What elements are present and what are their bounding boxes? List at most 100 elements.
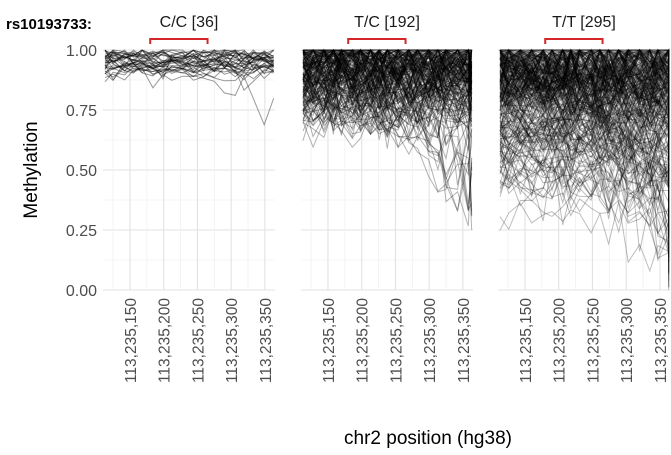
sample-line bbox=[302, 48, 473, 105]
sample-line bbox=[302, 69, 472, 136]
sample-line bbox=[302, 49, 473, 96]
sample-line bbox=[302, 66, 473, 109]
sample-line bbox=[499, 100, 670, 168]
sample-line bbox=[499, 74, 670, 144]
sample-line bbox=[499, 82, 670, 142]
sample-line bbox=[302, 48, 473, 135]
sample-line bbox=[302, 49, 473, 87]
sample-line bbox=[104, 54, 274, 80]
sample-line bbox=[499, 76, 670, 130]
sample-line bbox=[499, 78, 670, 144]
sample-line bbox=[302, 49, 473, 83]
sample-line bbox=[499, 48, 670, 103]
sample-line bbox=[499, 50, 670, 101]
sample-line bbox=[104, 49, 274, 72]
sample-line bbox=[302, 49, 472, 78]
sample-line bbox=[499, 69, 670, 130]
sample-line bbox=[499, 48, 670, 84]
sample-line bbox=[302, 52, 473, 110]
sample-line bbox=[499, 78, 670, 122]
sample-line bbox=[499, 63, 670, 108]
sample-line bbox=[302, 49, 473, 98]
sample-line bbox=[499, 82, 670, 136]
sample-line bbox=[302, 97, 473, 217]
sample-line bbox=[302, 48, 473, 96]
sample-line bbox=[499, 79, 670, 117]
x-tick-label: 113,235,250 bbox=[190, 298, 207, 383]
sample-line bbox=[499, 63, 670, 105]
sample-line bbox=[499, 95, 670, 138]
sample-line bbox=[302, 48, 473, 84]
sample-line bbox=[499, 48, 670, 75]
sample-line bbox=[499, 48, 669, 80]
sample-line bbox=[499, 117, 670, 160]
sample-line bbox=[302, 89, 472, 130]
x-tick-label: 113,235,300 bbox=[619, 298, 636, 383]
sample-line bbox=[499, 48, 670, 87]
sample-line bbox=[499, 59, 670, 139]
sample-line bbox=[499, 118, 670, 152]
sample-line bbox=[302, 49, 472, 109]
sample-line bbox=[302, 50, 473, 114]
x-tick-label: 113,235,350 bbox=[258, 298, 275, 383]
sample-line bbox=[302, 49, 473, 89]
sample-line bbox=[500, 49, 669, 76]
sample-line bbox=[302, 49, 472, 104]
sample-line bbox=[302, 90, 472, 136]
sample-line bbox=[104, 60, 275, 83]
sample-line bbox=[499, 48, 670, 100]
sample-line bbox=[499, 71, 670, 121]
sample-line bbox=[499, 59, 670, 125]
sample-line bbox=[302, 49, 473, 79]
sample-line bbox=[499, 107, 670, 171]
sample-line bbox=[499, 201, 670, 273]
sample-line bbox=[499, 118, 670, 155]
y-axis-title: Methylation bbox=[21, 121, 42, 218]
x-tick-label: 113,235,250 bbox=[585, 298, 602, 383]
x-tick-label: 113,235,350 bbox=[653, 298, 670, 383]
sample-line bbox=[500, 49, 670, 78]
sample-line bbox=[302, 49, 473, 99]
y-tick-label: 0.00 bbox=[66, 283, 97, 300]
sample-line bbox=[302, 48, 472, 99]
sample-line bbox=[499, 76, 670, 141]
sample-line bbox=[499, 106, 670, 144]
sample-line bbox=[302, 57, 473, 118]
sample-line bbox=[500, 49, 669, 82]
sample-line bbox=[499, 60, 670, 100]
x-tick-label: 113,235,350 bbox=[456, 298, 473, 383]
sample-line bbox=[302, 57, 473, 110]
sample-line bbox=[499, 113, 670, 167]
sample-line bbox=[499, 48, 670, 86]
sample-line bbox=[499, 70, 670, 125]
sample-line bbox=[302, 48, 472, 89]
sample-line bbox=[499, 48, 670, 106]
sample-line bbox=[499, 74, 670, 121]
sample-line bbox=[499, 49, 670, 110]
sample-line bbox=[302, 48, 473, 84]
sample-line bbox=[302, 87, 473, 156]
sample-line bbox=[499, 86, 670, 136]
sample-line bbox=[302, 48, 473, 102]
sample-line bbox=[499, 114, 670, 252]
sample-line bbox=[302, 74, 473, 131]
x-tick-label: 113,235,300 bbox=[422, 298, 439, 383]
sample-line bbox=[499, 105, 670, 160]
sample-line bbox=[303, 48, 473, 89]
sample-line bbox=[104, 50, 274, 69]
sample-line bbox=[499, 49, 669, 65]
sample-line bbox=[302, 49, 472, 98]
sample-line bbox=[499, 48, 670, 82]
sample-line bbox=[302, 49, 473, 98]
sample-line bbox=[499, 48, 669, 79]
sample-line bbox=[302, 49, 473, 87]
sample-line bbox=[104, 52, 275, 72]
sample-line bbox=[302, 83, 473, 142]
sample-line bbox=[499, 50, 670, 91]
sample-line bbox=[302, 48, 473, 77]
sample-line bbox=[302, 49, 472, 112]
sample-line bbox=[302, 49, 473, 73]
sample-line bbox=[302, 49, 473, 210]
sample-line bbox=[499, 94, 670, 139]
